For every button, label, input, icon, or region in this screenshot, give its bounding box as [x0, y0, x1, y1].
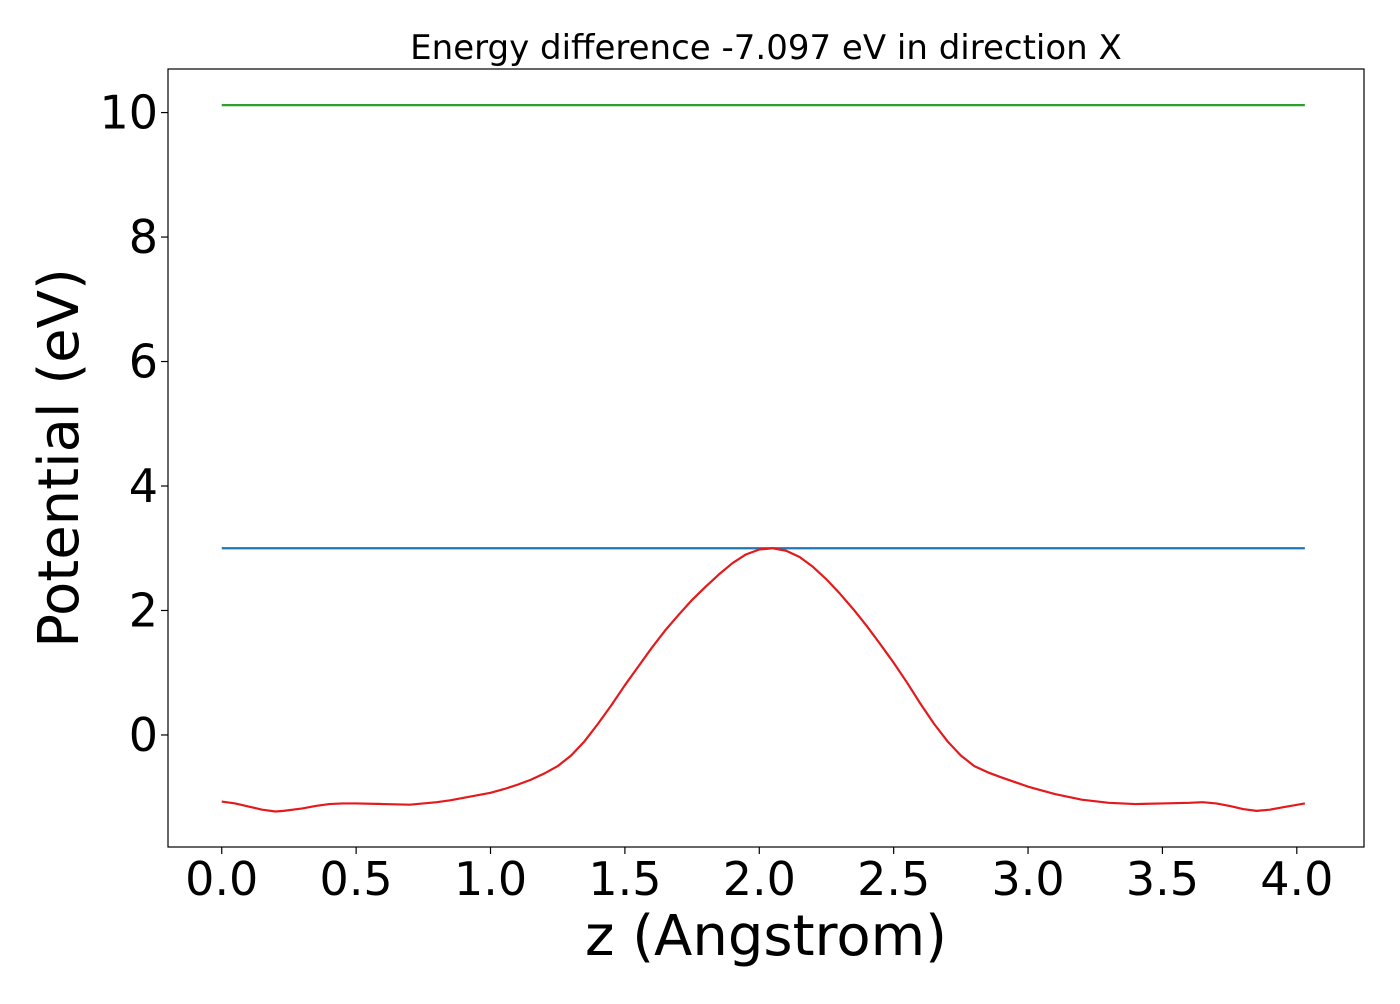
- x-axis-ticks: 0.0 0.5 1.0 1.5 2.0 2.5 3.0 3.5 4.0: [185, 847, 1333, 906]
- x-tick-label: 4.0: [1260, 852, 1333, 906]
- x-tick-label: 3.5: [1126, 852, 1199, 906]
- y-tick-label: 8: [129, 210, 158, 264]
- x-tick-label: 1.0: [454, 852, 527, 906]
- x-axis-label: z (Angstrom): [585, 904, 947, 969]
- y-tick-label: 10: [99, 86, 158, 140]
- x-tick-label: 2.5: [857, 852, 930, 906]
- chart-title: Energy difference -7.097 eV in direction…: [410, 28, 1122, 68]
- y-axis-label: Potential (eV): [27, 268, 92, 648]
- y-tick-label: 6: [129, 335, 158, 389]
- y-tick-label: 4: [129, 459, 158, 513]
- y-tick-label: 0: [129, 708, 158, 762]
- axes-frame: [167, 68, 1365, 848]
- x-tick-label: 2.0: [723, 852, 796, 906]
- y-axis-ticks: 0 2 4 6 8 10: [99, 86, 168, 762]
- x-tick-label: 1.5: [588, 852, 661, 906]
- x-tick-label: 0.5: [320, 852, 393, 906]
- plot-area: [167, 68, 1365, 848]
- y-tick-label: 2: [129, 583, 158, 637]
- x-tick-label: 3.0: [991, 852, 1064, 906]
- x-tick-label: 0.0: [185, 852, 258, 906]
- series-line-2: [221, 547, 1306, 813]
